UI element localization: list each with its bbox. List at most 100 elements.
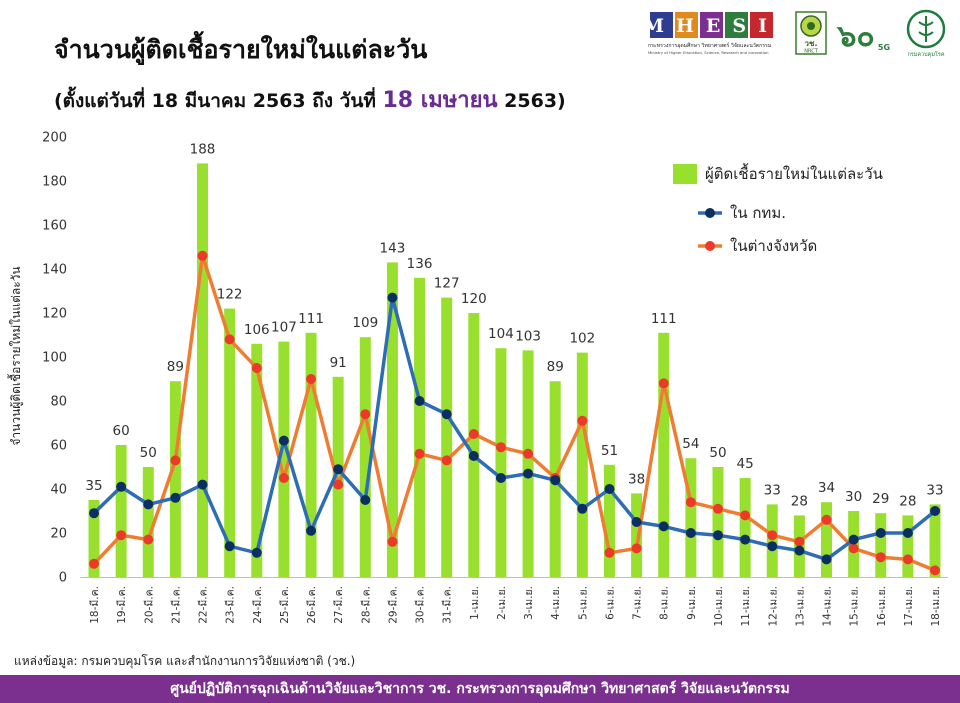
nrct-label-en: NRCT [804, 49, 818, 55]
bar [197, 163, 209, 577]
y-tick-label: 120 [42, 307, 67, 322]
y-tick-label: 0 [59, 571, 67, 586]
province-point [604, 547, 615, 558]
bar-value-label: 29 [872, 491, 889, 507]
x-tick-label: 18-มี.ค. [88, 586, 101, 624]
x-tick-label: 31-มี.ค. [441, 586, 454, 624]
x-tick-label: 28-มี.ค. [359, 586, 372, 624]
province-point [333, 479, 344, 490]
y-tick-label: 80 [50, 395, 67, 410]
x-tick-label: 18-เม.ย. [930, 586, 942, 627]
bar-value-label: 34 [818, 480, 835, 496]
y-tick-label: 20 [50, 527, 67, 542]
province-point [89, 558, 99, 569]
x-tick-label: 26-มี.ค. [305, 586, 318, 624]
bangkok-point [495, 473, 506, 483]
bar-value-label: 91 [330, 355, 347, 371]
province-point [197, 250, 208, 261]
y-axis-label: จำนวนผู้ติดเชื้อรายใหม่ในแต่ละวัน [7, 266, 24, 445]
x-tick-label: 24-มี.ค. [251, 586, 264, 624]
bangkok-point [468, 451, 479, 461]
bar-value-label: 38 [628, 471, 645, 487]
y-tick-label: 200 [42, 131, 67, 146]
bangkok-point [523, 468, 534, 479]
bangkok-point [278, 435, 289, 446]
mhesi-caption: กระทรวงการอุดมศึกษา วิทยาศาสตร์ วิจัยและ… [648, 42, 771, 49]
province-point [143, 534, 154, 545]
province-point [740, 510, 751, 521]
bangkok-point [685, 528, 696, 538]
bar-value-label: 30 [845, 489, 862, 505]
bangkok-point [251, 547, 262, 558]
x-tick-label: 8-เม.ย. [659, 586, 671, 620]
province-point [930, 565, 941, 576]
province-point [278, 473, 289, 483]
x-tick-label: 1-เม.ย. [469, 586, 481, 620]
subtitle-end: 2563) [497, 90, 566, 112]
bar-value-label: 104 [488, 326, 514, 342]
bar [739, 478, 751, 577]
anniversary-logo: ๖๐ 5G [836, 19, 890, 54]
bar [631, 493, 643, 577]
province-point [821, 514, 832, 525]
bar-value-label: 45 [737, 456, 754, 472]
bar-value-label: 33 [926, 482, 943, 498]
x-tick-label: 23-มี.ค. [224, 586, 237, 624]
bar-value-label: 122 [217, 287, 243, 303]
bar-value-label: 120 [461, 291, 487, 307]
bangkok-point [740, 534, 751, 545]
legend-bar-swatch [673, 164, 697, 184]
bangkok-point [387, 292, 398, 303]
x-tick-label: 13-เม.ย. [794, 586, 806, 627]
bar [88, 500, 100, 577]
bar-value-label: 102 [569, 331, 595, 347]
bangkok-point [441, 409, 452, 420]
x-tick-label: 11-เม.ย. [740, 586, 752, 627]
bar-value-label: 109 [352, 315, 378, 331]
x-tick-label: 2-เม.ย. [496, 586, 508, 620]
province-point [794, 536, 805, 547]
bangkok-point [143, 499, 154, 510]
x-tick-label: 4-เม.ย. [550, 586, 562, 620]
bar [224, 308, 236, 577]
x-tick-label: 5-เม.ย. [577, 586, 589, 620]
bangkok-point [658, 521, 669, 532]
bar [685, 458, 697, 577]
x-tick-label: 16-เม.ย. [876, 586, 888, 627]
bangkok-point [821, 554, 832, 565]
x-tick-label: 7-เม.ย. [632, 586, 644, 620]
bangkok-point [89, 508, 99, 519]
x-tick-label: 19-มี.ค. [115, 586, 128, 624]
x-tick-label: 12-เม.ย. [767, 586, 779, 627]
bar-value-label: 103 [515, 328, 541, 344]
bar-value-label: 136 [407, 256, 433, 272]
line-series [89, 250, 941, 576]
bar-value-label: 89 [547, 359, 564, 375]
bar [522, 350, 534, 577]
x-tick-label: 14-เม.ย. [822, 586, 834, 627]
chart-title: จำนวนผู้ติดเชื้อรายใหม่ในแต่ละวัน [54, 35, 428, 64]
y-tick-label: 100 [42, 351, 67, 366]
x-tick-label: 20-มี.ค. [142, 586, 155, 624]
bar [278, 341, 290, 577]
x-tick-label: 3-เม.ย. [523, 586, 535, 620]
legend-bangkok-marker [705, 208, 715, 218]
province-point [495, 442, 506, 453]
province-point [251, 363, 262, 373]
x-tick-label: 22-มี.ค. [197, 586, 210, 624]
bar-value-label: 50 [140, 445, 157, 461]
province-point [712, 503, 723, 514]
bar [658, 332, 670, 577]
bangkok-point [116, 481, 127, 492]
x-tick-label: 21-มี.ค. [169, 586, 182, 624]
bar [359, 337, 371, 577]
nrct-label: วช. [805, 39, 818, 48]
province-point [468, 429, 479, 439]
bar [251, 343, 263, 577]
legend-province-marker [705, 241, 715, 251]
province-point [306, 374, 317, 384]
mhesi-letters: MHESI [643, 15, 779, 37]
province-point [875, 552, 886, 563]
bar-value-label: 89 [167, 359, 184, 375]
